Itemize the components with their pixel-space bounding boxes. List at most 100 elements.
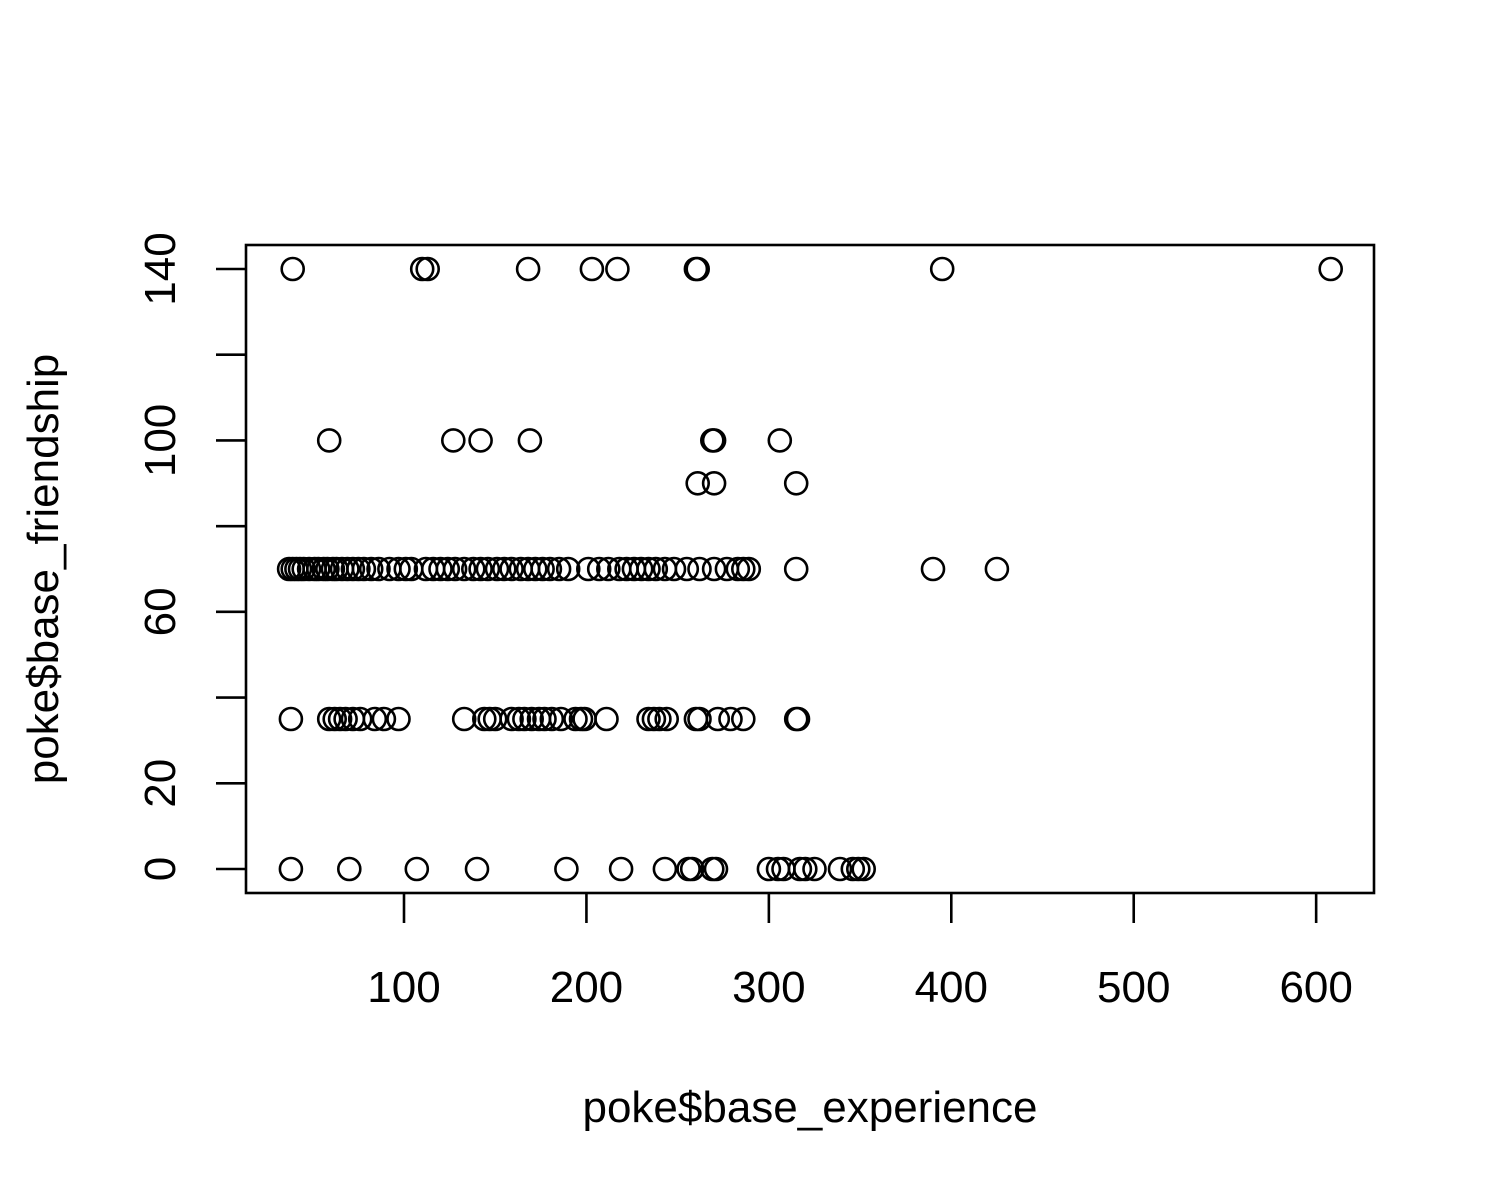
y-tick-label: 100 — [136, 404, 185, 477]
data-point — [851, 856, 877, 882]
plot-frame — [244, 243, 1376, 895]
data-point — [460, 556, 486, 582]
data-point — [920, 556, 946, 582]
data-point — [783, 470, 809, 496]
data-point — [358, 556, 384, 582]
data-point — [1318, 256, 1343, 282]
data-point — [539, 706, 565, 732]
data-point — [464, 856, 490, 882]
data-point — [608, 856, 634, 882]
data-point — [512, 706, 537, 732]
data-point — [641, 706, 667, 732]
data-point — [652, 856, 678, 882]
y-tick-label: 0 — [136, 857, 185, 881]
data-point — [579, 256, 605, 282]
data-point — [730, 706, 756, 732]
data-point — [647, 706, 672, 732]
data-point — [548, 706, 574, 732]
data-point — [929, 256, 955, 282]
data-point — [654, 706, 680, 732]
data-point — [477, 706, 503, 732]
data-point — [468, 428, 493, 453]
data-point — [701, 470, 727, 496]
data-point — [679, 856, 705, 882]
data-point — [491, 556, 517, 582]
data-point — [674, 556, 700, 582]
data-point — [685, 470, 711, 496]
data-point — [517, 428, 543, 453]
data-point — [371, 706, 397, 732]
y-tick-label: 60 — [136, 587, 185, 636]
data-point — [730, 556, 756, 582]
data-point — [701, 428, 727, 453]
data-point — [605, 256, 630, 282]
data-point — [386, 706, 411, 732]
data-point — [440, 428, 466, 453]
data-point — [366, 556, 391, 582]
data-point — [736, 556, 762, 582]
data-point — [362, 706, 388, 732]
data-point — [785, 706, 811, 732]
data-point — [783, 556, 809, 582]
x-tick-label: 300 — [732, 963, 805, 1012]
data-point — [984, 556, 1010, 582]
data-point — [554, 856, 579, 882]
data-point — [701, 556, 727, 582]
y-tick-label: 20 — [136, 759, 185, 808]
data-point — [756, 856, 782, 882]
data-point — [499, 706, 524, 732]
data-point — [333, 706, 358, 732]
x-axis-label: poke$base_experience — [582, 1083, 1037, 1132]
data-point — [336, 856, 362, 882]
data-point — [515, 256, 541, 282]
data-point — [827, 856, 853, 882]
data-point — [404, 856, 430, 882]
data-point — [628, 556, 654, 582]
x-tick-label: 200 — [550, 963, 623, 1012]
x-tick-label: 400 — [915, 963, 988, 1012]
data-point — [767, 428, 793, 453]
data-point — [595, 556, 621, 582]
data-point — [451, 706, 477, 732]
data-point — [530, 556, 555, 582]
data-point — [351, 556, 377, 582]
data-point — [475, 556, 501, 582]
data-point — [685, 256, 711, 282]
data-point — [415, 256, 441, 282]
data-point — [522, 556, 548, 582]
data-point — [586, 556, 612, 582]
data-point — [594, 706, 619, 732]
data-point — [687, 706, 712, 732]
data-point — [703, 856, 729, 882]
x-tick-label: 100 — [367, 963, 440, 1012]
data-point — [575, 556, 601, 582]
data-point — [316, 428, 342, 453]
data-point — [661, 556, 687, 582]
data-point — [636, 556, 661, 582]
data-point — [428, 556, 453, 582]
data-point — [555, 556, 581, 582]
x-tick-label: 500 — [1097, 963, 1170, 1012]
y-axis-label: poke$base_friendship — [19, 354, 68, 785]
data-point — [537, 556, 563, 582]
data-point — [705, 706, 731, 732]
data-point — [482, 706, 508, 732]
data-point — [546, 556, 572, 582]
data-point — [386, 556, 411, 582]
y-tick-label: 140 — [136, 232, 185, 305]
data-point — [532, 706, 557, 732]
data-point — [792, 856, 818, 882]
data-point — [687, 556, 712, 582]
data-point — [451, 556, 477, 582]
data-point — [484, 556, 510, 582]
data-point — [718, 706, 743, 732]
data-point — [442, 556, 468, 582]
data-point — [499, 556, 524, 582]
data-point — [435, 556, 461, 582]
data-point — [278, 856, 304, 882]
data-point — [280, 256, 306, 282]
x-tick-label: 600 — [1279, 963, 1352, 1012]
data-point — [802, 856, 827, 882]
data-point — [347, 706, 373, 732]
